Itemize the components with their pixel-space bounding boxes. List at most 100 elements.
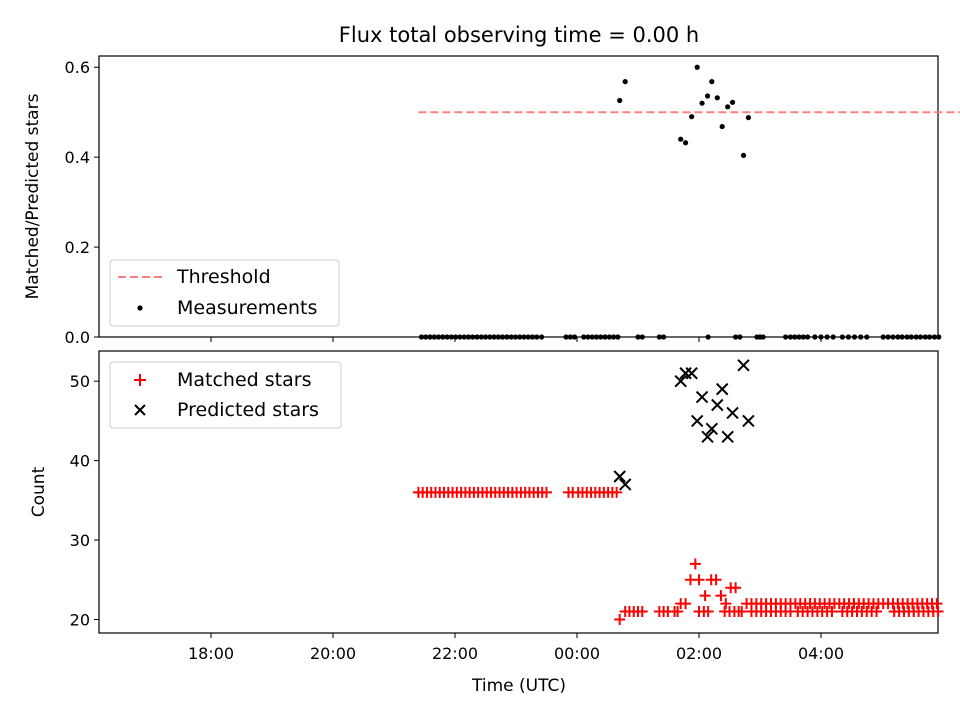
data-point [435,334,442,340]
data-point [818,334,824,340]
data-point [742,414,755,428]
y-tick-label: 0.6 [65,58,90,77]
data-point [539,334,545,340]
data-point [904,334,910,340]
y-tick-label: 30 [70,531,90,550]
data-point [598,334,604,340]
data-point [709,79,715,85]
data-point [453,334,459,340]
data-point [851,334,858,340]
data-point [418,334,425,340]
data-point [704,93,711,99]
data-point [589,334,595,340]
data-point [593,334,600,340]
data-point [689,558,701,570]
measurements-legend-marker [137,305,143,311]
data-point [678,136,684,142]
data-point [721,430,734,443]
data-point [636,606,648,618]
data-point [563,334,569,340]
data-point [701,430,714,443]
data-point [726,406,739,420]
plot-frame [98,350,939,634]
data-point [729,99,736,105]
data-point [423,334,429,340]
data-point [457,334,463,340]
data-point [444,334,450,340]
y-axis-label: Count [29,466,49,517]
matched-stars-legend-label: Matched stars [177,369,311,391]
data-point [529,334,536,340]
data-point [830,334,836,340]
data-point [839,334,845,340]
data-point [611,334,617,340]
data-point [465,334,472,340]
data-point [534,334,540,340]
data-point [812,334,818,340]
data-point [880,334,886,340]
top-legend: Threshold Measurements [109,259,340,327]
data-point [682,140,689,146]
data-point [521,334,527,340]
data-point [922,334,928,340]
data-point [680,598,692,610]
data-point [504,334,510,340]
x-axis-label: Time (UTC) [471,676,566,696]
chart-title: Flux total observing time = 0.00 h [339,23,699,47]
data-point [733,334,739,340]
data-point [913,334,919,340]
data-point [745,114,752,121]
matched-stars-series [412,486,944,625]
data-point [800,334,806,340]
data-point [661,334,667,340]
y-tick-label: 0.2 [65,238,90,257]
y-tick-label: 0.4 [65,148,90,167]
data-point [694,64,700,70]
data-point [635,334,641,340]
data-point [725,104,731,110]
measurements-legend-label: Measurements [177,297,317,319]
data-point [932,606,944,618]
data-point [567,334,573,340]
data-point [895,334,901,340]
data-point [737,359,750,372]
data-point [427,334,433,340]
data-point [470,334,476,340]
data-point [495,334,501,340]
data-point [571,334,578,340]
data-point [737,334,743,340]
data-point [710,574,722,586]
data-point [871,606,883,618]
legend-frame [109,259,340,327]
data-point [615,334,621,340]
data-point [512,334,518,340]
x-tick-label: 18:00 [188,644,234,663]
data-point [936,334,942,340]
data-point [715,590,727,602]
data-point [674,374,687,388]
data-point [826,606,838,618]
data-point [908,334,914,340]
bottom-legend: Matched stars Predicted stars [109,361,342,429]
y-tick-label: 40 [70,452,90,471]
data-point [787,334,794,340]
data-point [699,100,705,106]
data-point [824,334,830,340]
data-point [672,606,684,618]
predicted-stars-legend-label: Predicted stars [177,399,319,421]
measurements-series [418,64,942,340]
y-axis-label: Matched/Predicted stars [23,93,43,299]
data-point [474,334,480,340]
data-point [931,598,943,610]
data-point [618,478,632,491]
data-point [517,334,523,340]
data-point [541,486,552,498]
data-point [614,613,626,625]
legend-frame [109,361,342,429]
data-point [693,574,705,586]
data-point [622,79,628,85]
data-point [690,414,704,428]
matched-stars-legend-marker [134,374,146,386]
x-tick-label: 22:00 [432,644,478,663]
data-point [440,334,446,340]
